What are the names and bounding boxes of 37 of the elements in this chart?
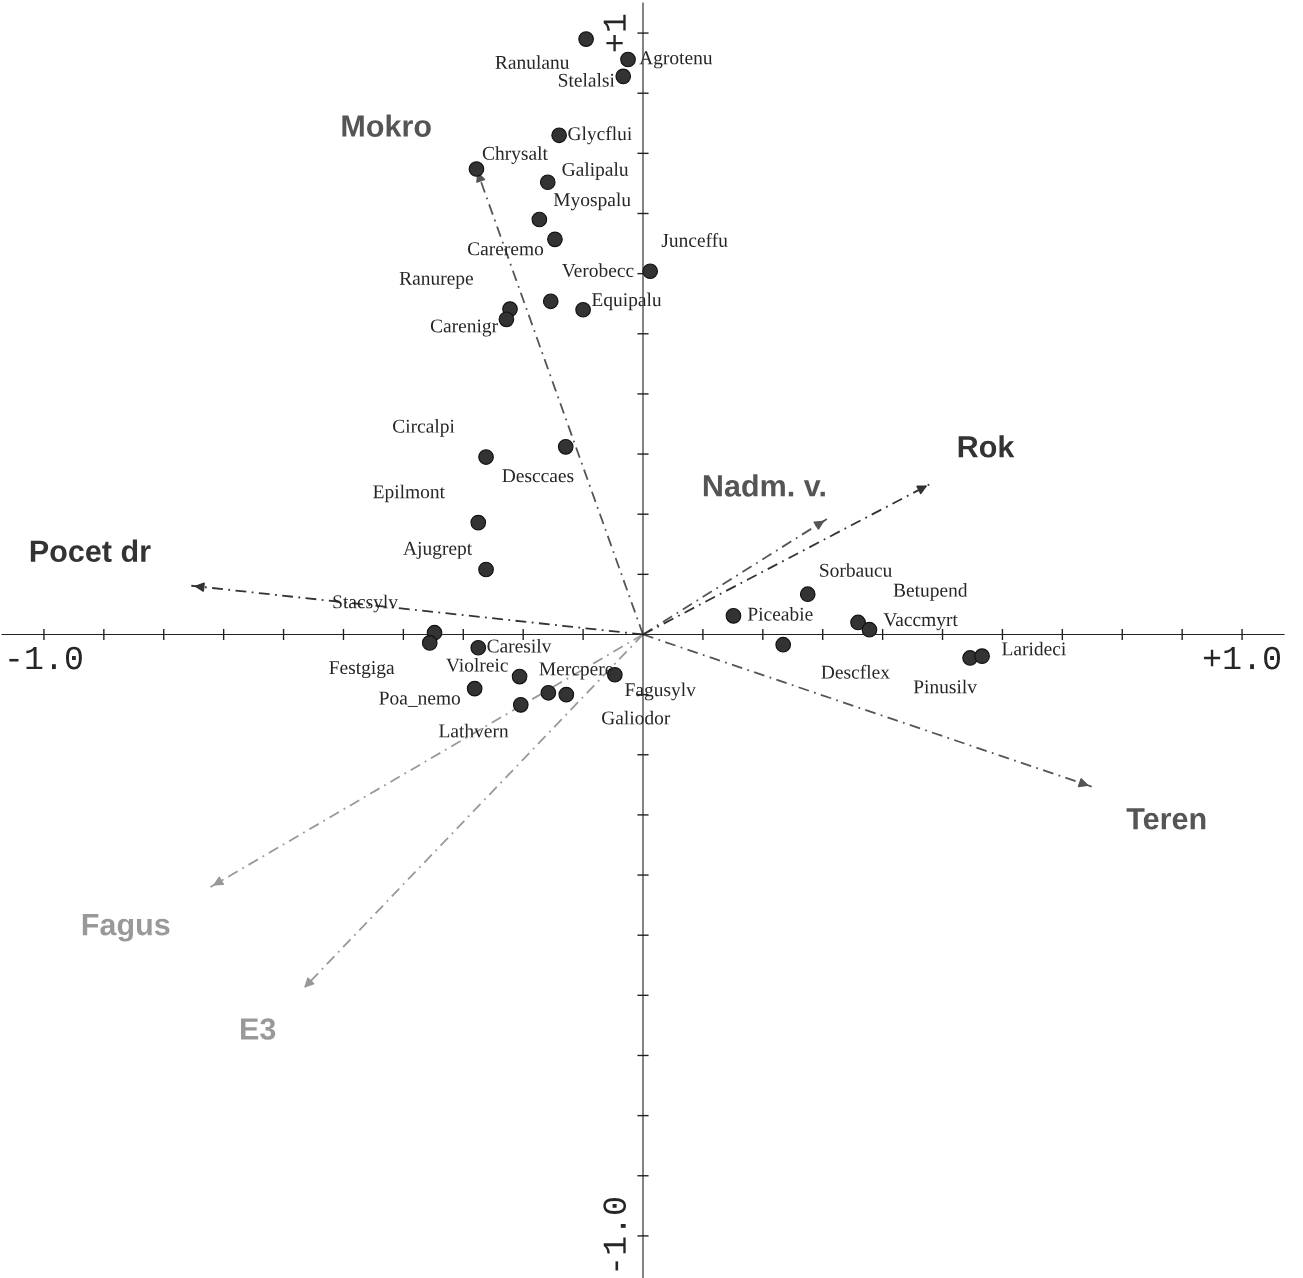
data-label: Junceffu (661, 233, 728, 247)
data-label: Stacsylv (333, 594, 399, 613)
data-label: Caresilv (487, 638, 552, 653)
data-label: Betupend (893, 583, 968, 601)
data-label: Ajugrept (403, 541, 473, 559)
data-label: Carenigr (430, 319, 498, 337)
series-label: E3 (241, 1018, 276, 1040)
data-label: Larideci (1002, 641, 1066, 656)
data-label: Sorbaucu (820, 563, 892, 577)
data-label: Violreic (446, 658, 508, 672)
series-label: Teren (1126, 808, 1206, 830)
data-label: Lathvern (439, 723, 509, 738)
data-label: Pinusilv (913, 679, 977, 694)
data-label: Myospalu (553, 192, 631, 211)
data-label: Epilmont (373, 484, 445, 503)
data-label: Chrysalt (482, 146, 548, 164)
data-label: Stelalsi (558, 73, 615, 87)
data-label: Ranurepe (399, 271, 473, 289)
data-label: Piceabie (747, 607, 813, 621)
data-label: Poa_nemo (379, 691, 461, 707)
data-label: Descflex (821, 664, 890, 679)
data-label: Circalpi (393, 419, 455, 437)
y-tick-label: +1 (603, 14, 626, 52)
series-label: Nadm. v. (703, 474, 825, 497)
data-label: Careremo (467, 242, 544, 256)
data-label: Vaccmyrt (883, 613, 958, 631)
data-label: Festgiga (329, 661, 395, 679)
series-label: Pocet dr (30, 539, 151, 563)
series-label: Rok (958, 435, 1015, 458)
data-label: Galipalu (562, 162, 629, 180)
data-label: Desccaes (502, 469, 574, 483)
data-label: Verobecc (562, 263, 634, 278)
data-label: Glycflui (568, 126, 632, 145)
series-label: Fagus (82, 914, 170, 942)
data-label: Ranulanu (495, 55, 570, 69)
series-label: Mokro (342, 114, 431, 137)
x-tick-label: +1.0 (1203, 646, 1281, 670)
